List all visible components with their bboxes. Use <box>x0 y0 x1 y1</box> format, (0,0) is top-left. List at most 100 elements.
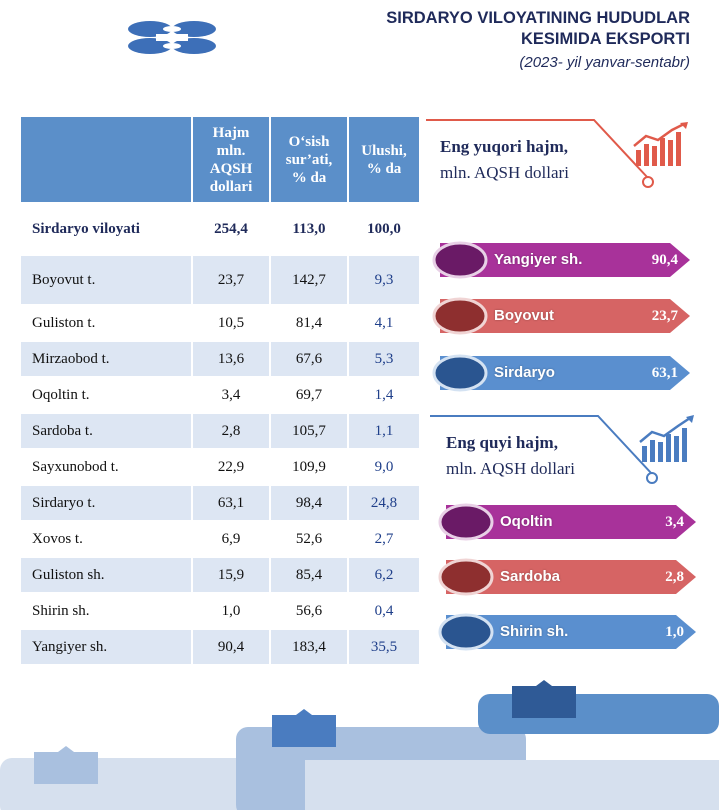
item-label: Shirin sh. <box>500 623 569 640</box>
item-label: Yangiyer sh. <box>494 251 583 268</box>
table-row: Sardoba t. 2,8 105,7 1,1 <box>21 412 419 448</box>
page-subtitle: (2023- yil yanvar-sentabr) <box>519 54 690 71</box>
share-cell: 100,0 <box>349 202 419 254</box>
volume-cell: 254,4 <box>193 202 271 254</box>
export-table: Hajm mln. AQSH dollari O‘sish sur’ati,% da U… <box>21 117 419 664</box>
growth-cell: 67,6 <box>271 340 349 376</box>
pill-shape <box>432 354 690 392</box>
share-cell: 9,0 <box>349 448 419 484</box>
top-item-1: Yangiyer sh. 90,4 <box>430 241 692 279</box>
top-section-title: Eng yuqori hajm, mln. AQSH dollari <box>440 137 569 182</box>
item-label: Sardoba <box>500 568 561 585</box>
pill-shape <box>432 241 690 279</box>
pill-shape <box>438 503 696 541</box>
region-name: Mirzaobod t. <box>21 340 193 376</box>
growth-cell: 85,4 <box>271 556 349 592</box>
table-row: Oqoltin t. 3,4 69,7 1,4 <box>21 376 419 412</box>
item-value: 3,4 <box>665 514 684 530</box>
growth-cell: 142,7 <box>271 254 349 304</box>
item-value: 63,1 <box>651 365 678 381</box>
table-header: Hajm mln. AQSH dollari O‘sish sur’ati,% da U… <box>21 117 419 202</box>
region-name: Guliston t. <box>21 304 193 340</box>
share-cell: 35,5 <box>349 628 419 664</box>
item-value: 1,0 <box>665 624 684 640</box>
volume-cell: 13,6 <box>193 340 271 376</box>
region-name: Oqoltin t. <box>21 376 193 412</box>
pill-shape <box>438 613 696 651</box>
volume-cell: 23,7 <box>193 254 271 304</box>
table-row: Shirin sh. 1,0 56,6 0,4 <box>21 592 419 628</box>
region-name: Sirdaryo t. <box>21 484 193 520</box>
volume-cell: 3,4 <box>193 376 271 412</box>
table-row: Guliston t. 10,5 81,4 4,1 <box>21 304 419 340</box>
share-cell: 1,4 <box>349 376 419 412</box>
decorative-steps <box>0 680 719 810</box>
volume-cell: 22,9 <box>193 448 271 484</box>
bottom-item-1: Oqoltin 3,4 <box>436 503 698 541</box>
growth-cell: 113,0 <box>271 202 349 254</box>
item-label: Boyovut <box>494 307 554 324</box>
chain-logo-icon <box>128 21 216 54</box>
region-name: Xovos t. <box>21 520 193 556</box>
region-name: Sardoba t. <box>21 412 193 448</box>
volume-cell: 63,1 <box>193 484 271 520</box>
growth-cell: 69,7 <box>271 376 349 412</box>
page-title: SIRDARYO VILOYATINING HUDUDLAR KESIMIDA … <box>386 9 690 48</box>
share-cell: 0,4 <box>349 592 419 628</box>
pill-shape <box>432 297 690 335</box>
top-item-3: Sirdaryo 63,1 <box>430 354 692 392</box>
growth-cell: 183,4 <box>271 628 349 664</box>
bottom-section-title: Eng quyi hajm, mln. AQSH dollari <box>446 433 575 478</box>
pill-shape <box>438 558 696 596</box>
growth-cell: 109,9 <box>271 448 349 484</box>
top-item-2: Boyovut 23,7 <box>430 297 692 335</box>
share-cell: 4,1 <box>349 304 419 340</box>
growth-cell: 98,4 <box>271 484 349 520</box>
column-header-growth: O‘sish sur’ati,% da <box>271 117 349 202</box>
volume-cell: 2,8 <box>193 412 271 448</box>
item-label: Sirdaryo <box>494 364 555 381</box>
table-row: Sirdaryo t. 63,1 98,4 24,8 <box>21 484 419 520</box>
table-row-total: Sirdaryo viloyati 254,4 113,0 100,0 <box>21 202 419 254</box>
share-cell: 2,7 <box>349 520 419 556</box>
region-name: Yangiyer sh. <box>21 628 193 664</box>
share-cell: 9,3 <box>349 254 419 304</box>
volume-cell: 6,9 <box>193 520 271 556</box>
bottom-bracket <box>430 415 658 484</box>
region-name: Boyovut t. <box>21 254 193 304</box>
table-row: Sayxunobod t. 22,9 109,9 9,0 <box>21 448 419 484</box>
bar-chart-up-icon <box>639 415 694 462</box>
share-cell: 1,1 <box>349 412 419 448</box>
volume-cell: 10,5 <box>193 304 271 340</box>
volume-cell: 90,4 <box>193 628 271 664</box>
column-header-region <box>21 117 193 202</box>
item-value: 90,4 <box>651 252 678 268</box>
table-row: Xovos t. 6,9 52,6 2,7 <box>21 520 419 556</box>
region-name: Shirin sh. <box>21 592 193 628</box>
bottom-item-3: Shirin sh. 1,0 <box>436 613 698 651</box>
region-name: Guliston sh. <box>21 556 193 592</box>
table-row: Boyovut t. 23,7 142,7 9,3 <box>21 254 419 304</box>
column-header-volume: Hajm mln. AQSH dollari <box>193 117 271 202</box>
growth-cell: 56,6 <box>271 592 349 628</box>
growth-cell: 105,7 <box>271 412 349 448</box>
region-name: Sayxunobod t. <box>21 448 193 484</box>
item-value: 23,7 <box>651 308 678 324</box>
item-value: 2,8 <box>665 569 684 585</box>
table-row: Guliston sh. 15,9 85,4 6,2 <box>21 556 419 592</box>
column-header-share: Ulushi,% da <box>349 117 419 202</box>
share-cell: 24,8 <box>349 484 419 520</box>
top-bracket <box>426 119 654 188</box>
bottom-item-2: Sardoba 2,8 <box>436 558 698 596</box>
growth-cell: 52,6 <box>271 520 349 556</box>
table-row: Yangiyer sh. 90,4 183,4 35,5 <box>21 628 419 664</box>
share-cell: 5,3 <box>349 340 419 376</box>
bar-chart-up-icon <box>633 122 688 166</box>
growth-cell: 81,4 <box>271 304 349 340</box>
volume-cell: 1,0 <box>193 592 271 628</box>
region-name: Sirdaryo viloyati <box>21 202 193 254</box>
volume-cell: 15,9 <box>193 556 271 592</box>
share-cell: 6,2 <box>349 556 419 592</box>
item-label: Oqoltin <box>500 513 553 530</box>
table-row: Mirzaobod t. 13,6 67,6 5,3 <box>21 340 419 376</box>
